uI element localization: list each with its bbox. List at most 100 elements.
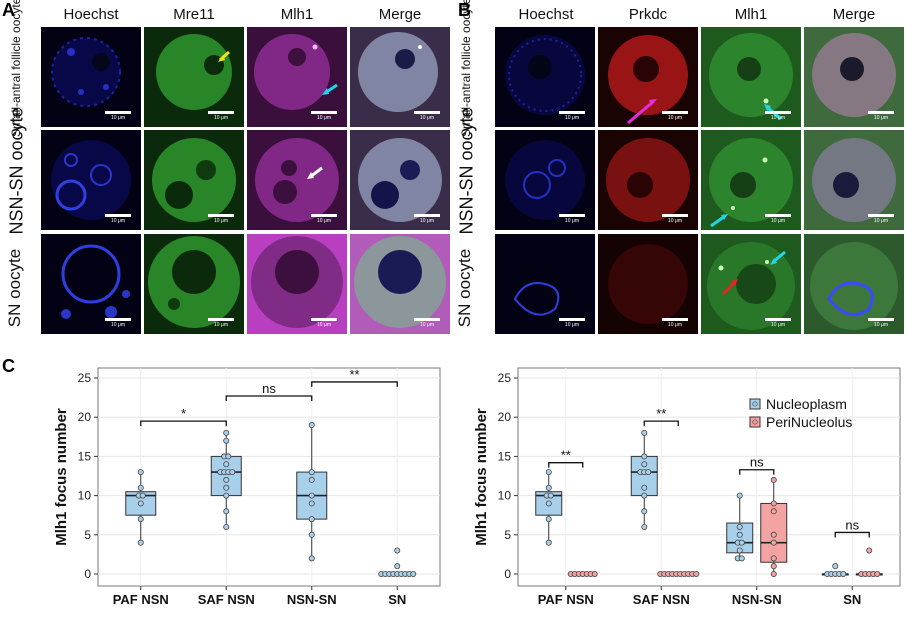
y-axis-label: Mlh1 focus number	[53, 408, 70, 546]
row-label-a-nsn-sn: NSN-SN oocyte	[6, 107, 27, 235]
y-tick-label: 25	[78, 371, 92, 385]
data-point	[137, 516, 144, 523]
x-tick-label: PAF NSN	[113, 592, 169, 607]
panel-letter-a: A	[2, 0, 15, 20]
micrograph-a-r2-mlh1: 10 μm	[247, 130, 347, 230]
legend-dot	[752, 401, 758, 407]
col-label-a-merge: Merge	[378, 6, 422, 23]
data-point	[223, 476, 230, 483]
data-point	[308, 516, 315, 523]
significance-bracket	[739, 469, 775, 475]
legend-label: PeriNucleolus	[766, 414, 852, 430]
significance-label: ns	[845, 517, 859, 532]
data-point	[223, 523, 230, 530]
col-label-a-mre11: Mre11	[173, 6, 215, 23]
data-point	[738, 539, 745, 546]
scale-label: 10 μm	[874, 115, 888, 121]
data-point	[770, 531, 777, 538]
data-point	[645, 469, 652, 476]
scale-label: 10 μm	[214, 322, 228, 328]
scale-label: 10 μm	[771, 322, 785, 328]
plot-area	[97, 367, 441, 587]
y-tick-label: 0	[84, 567, 91, 581]
box-plot-right: 0 5 10 15 20 25 Mlh1 focus number PAF NSN SAF NS…	[473, 367, 901, 607]
scale-label: 10 μm	[874, 218, 888, 224]
significance-bracket	[834, 531, 870, 538]
panel-letter-b: B	[458, 0, 471, 20]
row-label-b-sn: SN oocyte	[455, 248, 474, 328]
data-point	[874, 570, 881, 577]
scale-label: 10 μm	[420, 322, 434, 328]
box-plot-left: 0 5 10 15 20 25 Mlh1 focus number PAF NSN SAF NS…	[53, 367, 441, 607]
data-point	[137, 469, 144, 476]
data-point	[840, 570, 847, 577]
data-point	[641, 429, 648, 436]
scale-label: 10 μm	[420, 115, 434, 121]
data-point	[308, 476, 315, 483]
scale-label: 10 μm	[874, 322, 888, 328]
data-point	[139, 492, 146, 499]
micrograph-b-r1-prkdc: 10 μm	[598, 27, 698, 127]
significance-bracket	[225, 395, 313, 402]
micrograph-b-r3-prkdc: 10 μm	[598, 234, 698, 334]
significance-label: *	[181, 406, 186, 421]
scale-label: 10 μm	[317, 218, 331, 224]
data-point	[770, 500, 777, 507]
y-tick-label: 0	[504, 567, 511, 581]
data-point	[223, 508, 230, 515]
micrograph-a-r3-hoechst: 10 μm	[41, 234, 141, 334]
data-point	[137, 484, 144, 491]
micrograph-a-r2-hoechst: 10 μm	[41, 130, 141, 230]
significance-label: **	[561, 448, 571, 463]
row-label-b-nsn-sn: NSN-SN oocyte	[456, 107, 477, 235]
micrograph-a-r1-hoechst: 10 μm	[41, 27, 141, 127]
y-tick-label: 10	[498, 489, 512, 503]
significance-label: ns	[262, 381, 276, 396]
micrograph-a-r1-merge: 10 μm	[350, 27, 450, 127]
data-point	[394, 547, 401, 554]
micrograph-b-r1-merge: 10 μm	[804, 27, 904, 127]
data-point	[137, 539, 144, 546]
data-point	[641, 492, 648, 499]
data-point	[545, 484, 552, 491]
data-point	[736, 547, 743, 554]
col-label-a-mlh1: Mlh1	[280, 6, 314, 23]
x-tick-label: SN	[388, 592, 406, 607]
y-tick-label: 10	[78, 489, 92, 503]
data-point	[770, 563, 777, 570]
y-tick-label: 20	[498, 410, 512, 424]
data-point	[770, 539, 777, 546]
micrograph-b-r3-mlh1: 10 μm	[701, 234, 801, 334]
data-point	[410, 570, 417, 577]
micrograph-a-r3-mlh1: 10 μm	[247, 234, 347, 334]
data-point	[308, 531, 315, 538]
y-tick-label: 15	[498, 449, 512, 463]
significance-label: **	[656, 406, 666, 421]
significance-label: ns	[750, 455, 764, 470]
scale-label: 10 μm	[317, 322, 331, 328]
scale-label: 10 μm	[771, 115, 785, 121]
y-axis-label: Mlh1 focus number	[473, 408, 490, 546]
plot-area	[517, 367, 901, 587]
data-point	[223, 461, 230, 468]
micrograph-b-r2-mlh1: 10 μm	[701, 130, 801, 230]
y-tick-label: 25	[498, 371, 512, 385]
micrograph-a-r3-mre11: 10 μm	[144, 234, 244, 334]
scale-label: 10 μm	[420, 218, 434, 224]
micrograph-b-r3-hoechst: 10 μm	[495, 234, 595, 334]
micrograph-b-r2-merge: 10 μm	[804, 130, 904, 230]
scale-label: 10 μm	[214, 218, 228, 224]
data-point	[223, 429, 230, 436]
scale-label: 10 μm	[565, 115, 579, 121]
micrograph-b-r1-mlh1: 10 μm	[701, 27, 801, 127]
row-label-a-sn: SN oocyte	[5, 248, 24, 328]
significance-label: **	[349, 367, 359, 382]
legend-label: Nucleoplasm	[766, 396, 847, 412]
significance-bracket	[311, 381, 398, 387]
significance-bracket	[548, 462, 584, 468]
data-point	[591, 570, 598, 577]
data-point	[223, 437, 230, 444]
data-point	[641, 484, 648, 491]
scale-label: 10 μm	[111, 218, 125, 224]
data-point	[137, 500, 144, 507]
